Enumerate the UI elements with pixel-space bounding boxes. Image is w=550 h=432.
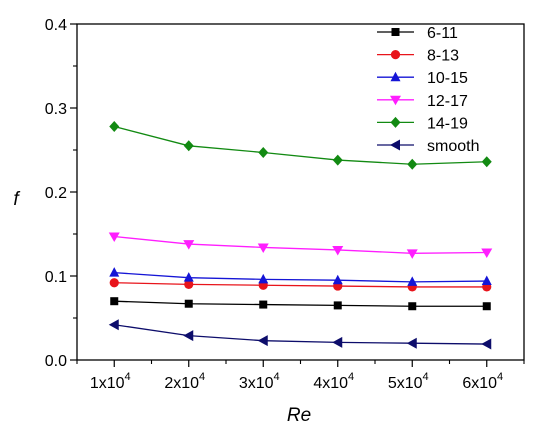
legend-marker (391, 28, 400, 36)
series-6-11 (110, 297, 491, 311)
x-tick-label: 4x104 (313, 371, 354, 392)
data-point (482, 302, 491, 311)
x-tick-label: 5x104 (388, 371, 429, 392)
x-tick-base: 5x10 (388, 375, 423, 392)
series-layer (108, 120, 493, 350)
data-point (481, 156, 492, 168)
legend-marker (390, 139, 400, 151)
series-12-17 (108, 232, 493, 259)
y-tick-label: 0.3 (45, 101, 67, 118)
y-tick-label: 0.1 (45, 269, 67, 286)
series-line (114, 324, 487, 345)
data-point (481, 338, 492, 350)
data-point (110, 297, 119, 306)
data-point (332, 336, 343, 348)
series-10-15 (109, 267, 492, 286)
x-tick-exponent: 4 (497, 371, 503, 383)
data-point (258, 273, 269, 284)
x-tick-base: 4x10 (313, 375, 348, 392)
series-line (114, 125, 487, 165)
series-8-13 (109, 278, 492, 292)
x-tick-label: 3x104 (239, 371, 280, 392)
y-tick-label: 0.0 (45, 353, 67, 370)
y-tick-label: 0.4 (45, 17, 67, 34)
data-point (332, 274, 343, 285)
data-point (332, 154, 343, 166)
data-point (109, 120, 120, 132)
data-point (109, 267, 120, 277)
legend-item: 14-19 (377, 115, 468, 132)
x-axis-title: Re (287, 405, 311, 426)
legend-item: 6-11 (377, 25, 458, 42)
legend-marker (390, 50, 401, 60)
data-point (408, 302, 417, 311)
series-line (114, 235, 487, 254)
x-tick-base: 6x10 (462, 375, 497, 392)
x-tick-base: 3x10 (239, 375, 274, 392)
data-point (183, 330, 194, 342)
data-point (257, 335, 268, 347)
legend-marker (390, 71, 401, 82)
data-point (406, 337, 417, 349)
data-point (183, 240, 195, 250)
x-tick-base: 2x10 (164, 375, 199, 392)
data-point (108, 319, 119, 331)
x-tick-label: 6x104 (462, 371, 503, 392)
x-tick-base: 1x10 (90, 375, 125, 392)
data-point (183, 140, 194, 152)
x-tick-exponent: 4 (125, 371, 131, 383)
data-point (406, 249, 418, 259)
series-line (114, 300, 487, 307)
data-point (257, 243, 269, 253)
data-point (332, 245, 344, 256)
legend-label: 12-17 (427, 93, 468, 110)
x-tick-label: 2x104 (164, 371, 205, 392)
legend-item: 12-17 (377, 93, 468, 110)
legend: 6-11 8-13 10-15 12-17 14-19 smooth (377, 25, 479, 155)
x-tick-exponent: 4 (199, 371, 205, 383)
series-line (114, 282, 487, 288)
data-point (258, 147, 269, 159)
data-point (407, 158, 418, 170)
x-tick-label: 1x104 (90, 371, 131, 392)
legend-item: smooth (377, 138, 479, 155)
legend-item: 10-15 (377, 70, 468, 87)
y-axis-title: f (13, 189, 20, 210)
series-smooth (108, 319, 492, 350)
data-point (333, 301, 342, 310)
data-point (184, 279, 194, 289)
data-point (481, 248, 493, 258)
data-point (407, 276, 418, 286)
legend-label: 8-13 (427, 48, 459, 65)
y-tick-label: 0.2 (45, 185, 67, 202)
series-14-19 (109, 120, 492, 170)
legend-label: 10-15 (427, 70, 468, 87)
legend-label: 14-19 (427, 115, 468, 132)
legend-label: 6-11 (427, 25, 458, 42)
legend-marker (390, 95, 401, 106)
x-tick-exponent: 4 (423, 371, 429, 383)
data-point (481, 275, 492, 286)
x-tick-exponent: 4 (274, 371, 280, 383)
legend-marker (390, 116, 401, 128)
x-tick-exponent: 4 (348, 371, 354, 383)
legend-item: 8-13 (377, 48, 459, 65)
data-point (184, 299, 193, 308)
data-point (109, 278, 119, 288)
data-point (183, 272, 194, 282)
legend-label: smooth (427, 138, 479, 155)
data-point (108, 232, 120, 243)
series-line (114, 271, 487, 283)
data-point (259, 300, 268, 309)
